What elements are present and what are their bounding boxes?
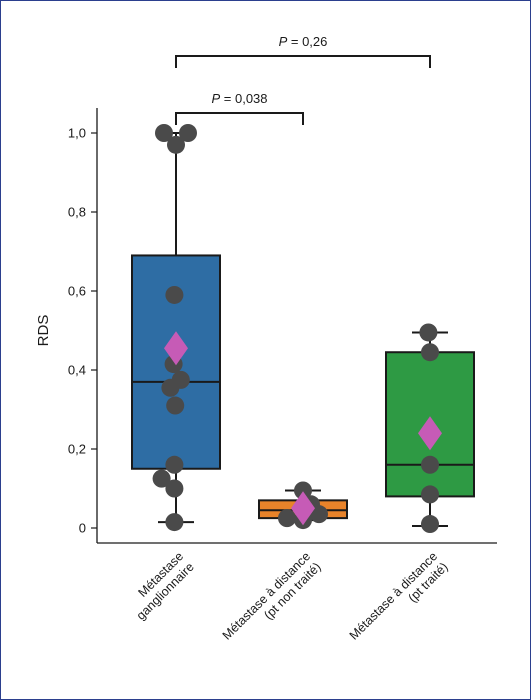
- data-point: [179, 124, 197, 142]
- data-point: [421, 485, 439, 504]
- p-value: = 0,038: [220, 91, 267, 106]
- box-group-2: Métastase à distance(pt non traité): [220, 481, 348, 653]
- y-tick-label: 0,6: [68, 284, 86, 299]
- category-label: Métastase à distance(pt traité): [347, 549, 451, 653]
- data-point: [165, 455, 184, 474]
- box-group-3: Métastase à distance(pt traité): [347, 323, 475, 653]
- category-label: Métastaseganglionnaire: [123, 549, 197, 623]
- data-point: [161, 378, 180, 397]
- category-label-line: Métastase à distance: [347, 549, 440, 642]
- data-point: [294, 481, 312, 500]
- p-value: = 0,26: [287, 34, 327, 49]
- data-point: [421, 343, 439, 362]
- data-point: [165, 513, 184, 532]
- mean-marker: [291, 491, 315, 526]
- box-group-1: Métastaseganglionnaire: [123, 124, 221, 623]
- p-value-label: P = 0,038: [211, 91, 267, 106]
- significance-bracket-2: P = 0,26: [175, 34, 431, 68]
- data-point: [165, 479, 184, 498]
- data-point: [155, 124, 173, 142]
- mean-marker: [418, 416, 442, 451]
- p-value-label: P = 0,26: [279, 34, 328, 49]
- category-label: Métastase à distance(pt non traité): [220, 549, 324, 653]
- data-point: [421, 455, 439, 474]
- data-point: [167, 135, 185, 154]
- y-axis-label: RDS: [35, 315, 52, 347]
- y-tick-label: 1,0: [68, 126, 86, 141]
- y-tick-label: 0,2: [68, 442, 86, 457]
- y-tick-label: 0,8: [68, 205, 86, 220]
- data-point: [419, 323, 438, 342]
- y-tick-label: 0: [79, 521, 86, 536]
- p-symbol: P: [279, 34, 288, 49]
- data-point: [310, 505, 328, 524]
- category-label-line: Métastase à distance: [220, 549, 313, 642]
- data-point: [152, 469, 171, 488]
- p-symbol: P: [211, 91, 220, 106]
- data-point: [278, 509, 296, 528]
- data-point: [421, 515, 439, 534]
- y-tick-label: 0,4: [68, 363, 86, 378]
- data-point: [166, 396, 185, 415]
- mean-marker: [164, 331, 188, 366]
- bracket-line: [175, 55, 431, 68]
- significance-bracket-1: P = 0,038: [175, 91, 304, 125]
- bracket-line: [175, 112, 304, 125]
- data-point: [165, 285, 184, 304]
